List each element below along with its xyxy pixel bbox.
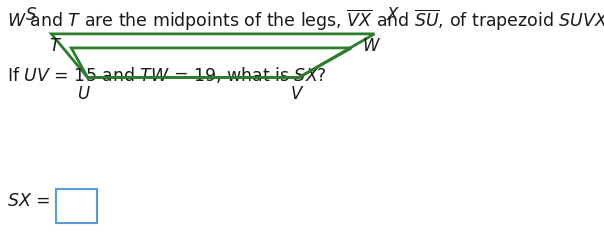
Text: S: S [26, 6, 36, 24]
Text: If $UV$ = 15 and $TW$ = 19, what is $SX$?: If $UV$ = 15 and $TW$ = 19, what is $SX$… [7, 65, 327, 85]
Text: V: V [291, 85, 301, 103]
FancyBboxPatch shape [56, 189, 97, 223]
Text: $W$ and $T$ are the midpoints of the legs, $\overline{VX}$ and $\overline{SU}$, : $W$ and $T$ are the midpoints of the leg… [7, 7, 604, 33]
Text: X: X [387, 6, 398, 24]
Text: T: T [49, 37, 59, 55]
Polygon shape [51, 34, 374, 77]
Text: W: W [362, 37, 379, 55]
Text: U: U [77, 85, 89, 103]
Text: $SX$ =: $SX$ = [7, 192, 53, 210]
